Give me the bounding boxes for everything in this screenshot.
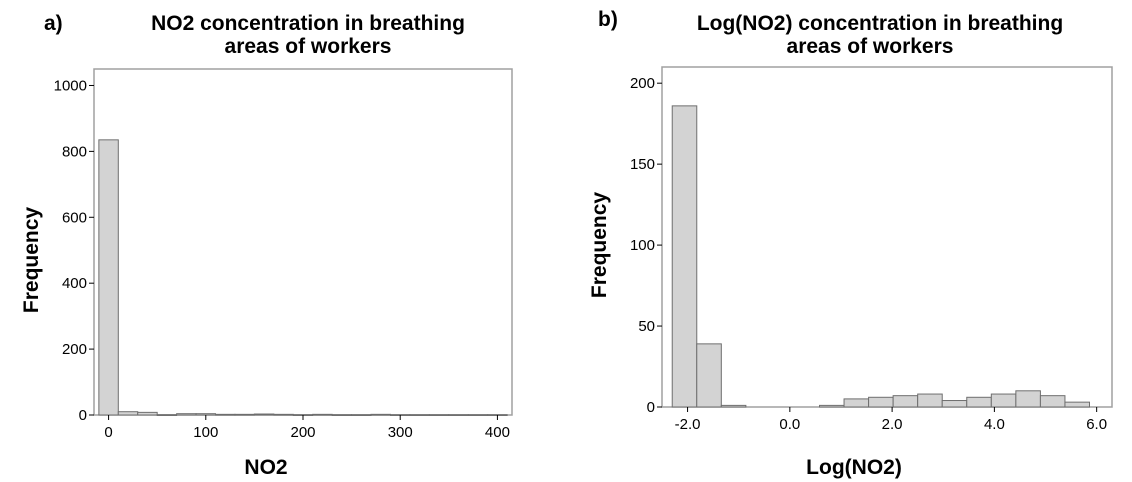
panel-a-title-line-1: NO2 concentration in breathing [151, 12, 465, 35]
panel-b-x-tick-label: 4.0 [984, 416, 1005, 433]
panel-a-x-tick-label: 0 [104, 424, 112, 441]
panel-a-title-line-2: areas of workers [225, 35, 392, 58]
panel-b-plot-frame [661, 66, 1113, 408]
panel-b-bar [843, 398, 870, 408]
panel-a-y-tick-label: 0 [79, 407, 87, 424]
panel-a-bar [176, 413, 197, 416]
panel-a-bar [234, 413, 255, 416]
panel-a-bar [351, 414, 372, 416]
panel-a-y-tick-label: 1000 [54, 77, 87, 94]
panel-a-bar [156, 414, 178, 416]
panel-a-bar [312, 413, 333, 416]
panel-b-bar [966, 396, 992, 408]
panel-b-bar [941, 400, 968, 408]
panel-b-bar [917, 393, 943, 408]
panel-a-bar [117, 411, 139, 416]
panel-b-x-tick-label: 6.0 [1086, 416, 1107, 433]
panel-a-y-tick-label: 600 [62, 209, 87, 226]
panel-a-y-tick-label: 800 [62, 143, 87, 160]
panel-b-x-tick-label: 0.0 [779, 416, 800, 433]
panel-a-y-tick-label: 200 [62, 341, 87, 358]
panel-a-ylabel: Frequency [20, 207, 43, 314]
panel-a-bar [467, 414, 489, 416]
panel-a-plot-frame [93, 68, 513, 416]
panel-a-bar [370, 413, 391, 416]
panel-b-bar [819, 404, 845, 408]
panel-b-bar [696, 343, 722, 408]
panel-a-plot: 0 200 400 600 800 1000 0 100 200 300 400 [54, 68, 513, 441]
panel-b-y-tick-label: 200 [630, 75, 655, 92]
panel-b-xlabel: Log(NO2) [806, 456, 902, 479]
panel-a-x-tick-label: 100 [193, 424, 218, 441]
panel-a-xlabel: NO2 [244, 456, 287, 479]
panel-b-bar [1064, 401, 1091, 408]
panel-b-title-line-2: areas of workers [787, 35, 954, 58]
panel-b-bar [990, 393, 1017, 408]
panel-a-bar [273, 413, 294, 416]
panel-a-letter: a) [44, 12, 63, 35]
panel-b-y-tick-label: 150 [630, 156, 655, 173]
panel-b-ylabel: Frequency [588, 192, 611, 299]
panel-a-x-tick-label: 400 [485, 424, 510, 441]
panel-b-x-tick-label: -2.0 [675, 416, 701, 433]
panel-a-bar [215, 413, 236, 416]
panel-a-bar [98, 139, 119, 416]
panel-a-bar [409, 414, 430, 416]
panel-b-y-tick-label: 50 [638, 318, 655, 335]
panel-b-title-line-1: Log(NO2) concentration in breathing [697, 12, 1063, 35]
panel-b-bar [720, 404, 747, 408]
panel-b-bar [892, 395, 919, 408]
panel-b-y-tick-label: 0 [647, 399, 655, 416]
panel-a-x-tick-label: 200 [290, 424, 315, 441]
panel-a-y-tick-label: 400 [62, 275, 87, 292]
panel-b-plot: 0 50 100 150 200 -2.0 0.0 2.0 4.0 6.0 [630, 66, 1113, 433]
panel-b-bar [868, 396, 894, 408]
panel-b-x-tick-label: 2.0 [882, 416, 903, 433]
panel-b-bar [1039, 395, 1066, 408]
panel-b-bar [1015, 390, 1041, 408]
panel-a-bar [253, 413, 275, 416]
panel-a-x-tick-label: 300 [388, 424, 413, 441]
panel-a-bar [331, 414, 353, 416]
panel-a-bar [428, 414, 450, 416]
panel-b-y-tick-label: 100 [630, 237, 655, 254]
panel-b-letter: b) [598, 8, 618, 31]
panel-b-bar [671, 105, 698, 408]
panel-a-bar [137, 411, 158, 416]
panel-a-bar [195, 413, 217, 416]
panel-a-bar [448, 414, 469, 416]
